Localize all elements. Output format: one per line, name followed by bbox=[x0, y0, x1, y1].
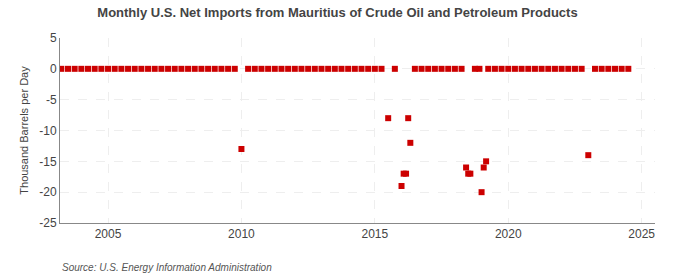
svg-text:Source: U.S. Energy Informatio: Source: U.S. Energy Information Administ… bbox=[62, 262, 272, 273]
svg-text:2015: 2015 bbox=[361, 227, 388, 241]
svg-text:2005: 2005 bbox=[95, 227, 122, 241]
svg-text:-25: -25 bbox=[39, 216, 57, 230]
svg-text:-15: -15 bbox=[39, 155, 57, 169]
svg-text:Monthly U.S. Net Imports from: Monthly U.S. Net Imports from Mauritius … bbox=[97, 5, 577, 20]
svg-text:5: 5 bbox=[50, 31, 57, 45]
svg-text:2010: 2010 bbox=[228, 227, 255, 241]
svg-text:-10: -10 bbox=[39, 124, 57, 138]
svg-text:-5: -5 bbox=[46, 93, 57, 107]
svg-text:0: 0 bbox=[50, 62, 57, 76]
svg-text:-20: -20 bbox=[39, 185, 57, 199]
svg-text:2020: 2020 bbox=[495, 227, 522, 241]
svg-text:2025: 2025 bbox=[628, 227, 655, 241]
svg-text:Thousand Barrels per Day: Thousand Barrels per Day bbox=[18, 66, 30, 195]
